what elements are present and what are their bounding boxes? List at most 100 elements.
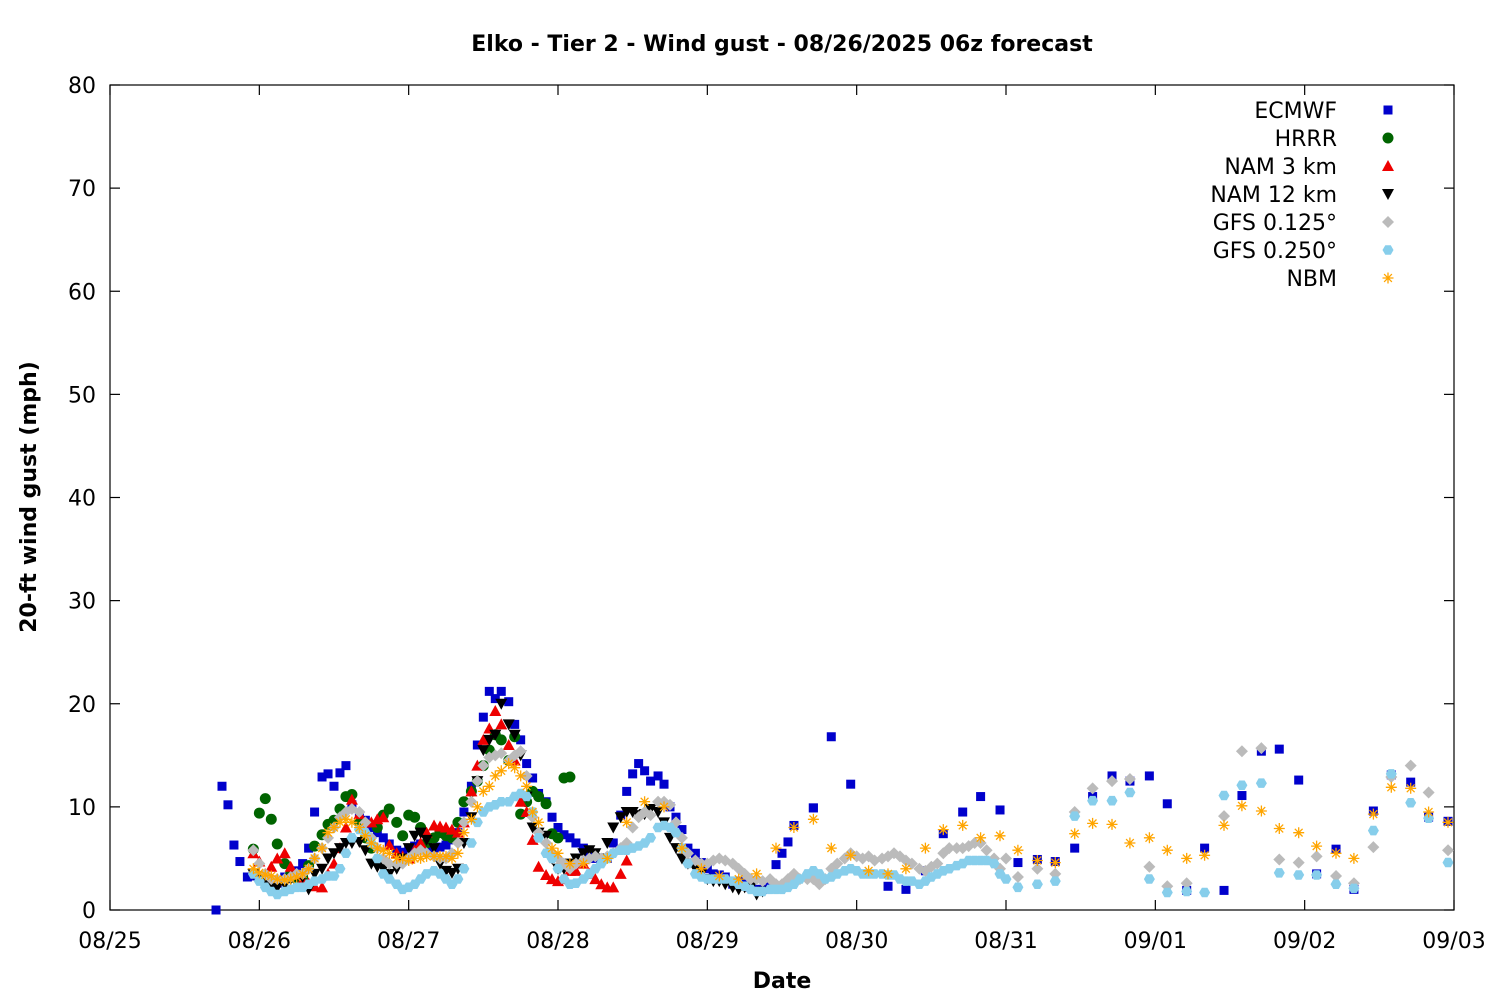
data-point (409, 811, 421, 823)
data-point (359, 830, 371, 842)
data-point (1423, 806, 1435, 818)
data-point (279, 858, 291, 870)
data-point (1000, 874, 1012, 884)
data-point (1273, 868, 1285, 878)
data-point (298, 859, 308, 869)
data-point (869, 869, 881, 879)
data-point (509, 762, 521, 774)
data-point (284, 860, 297, 872)
data-point (271, 882, 284, 894)
data-point (1106, 775, 1119, 788)
data-point (340, 848, 352, 858)
data-point (328, 822, 340, 833)
data-point (863, 865, 875, 877)
data-point (547, 812, 557, 822)
data-point (1069, 828, 1081, 840)
data-point (1348, 883, 1360, 894)
data-point (607, 822, 620, 834)
legend-marker (1382, 189, 1394, 200)
data-point (1367, 841, 1380, 854)
data-point (1070, 843, 1080, 853)
data-point (845, 849, 857, 861)
data-point (1367, 808, 1379, 820)
data-point (1330, 879, 1342, 889)
data-point (458, 864, 470, 874)
data-point (601, 852, 613, 864)
data-point (1031, 862, 1044, 875)
data-point (958, 807, 968, 817)
data-point (1219, 885, 1229, 895)
data-point (514, 745, 527, 758)
data-point (1124, 787, 1136, 798)
data-point (1255, 778, 1267, 788)
data-point (995, 805, 1005, 815)
data-point (371, 853, 383, 864)
data-point (653, 771, 663, 781)
data-point (377, 811, 390, 823)
legend-marker (1383, 105, 1393, 115)
data-point (316, 842, 328, 854)
data-point (478, 712, 488, 722)
data-point (217, 781, 227, 791)
data-point (322, 827, 334, 839)
data-point (634, 759, 644, 769)
data-point (428, 850, 440, 862)
data-point (1406, 777, 1416, 787)
data-point (415, 852, 427, 864)
legend-label: NBM (1286, 267, 1337, 292)
data-point (900, 863, 912, 875)
data-point (1218, 810, 1231, 823)
data-point (628, 769, 638, 779)
data-point (614, 867, 627, 879)
data-point (608, 838, 618, 848)
data-point (435, 842, 445, 852)
data-point (883, 881, 893, 891)
data-point (1273, 853, 1286, 866)
data-point (316, 881, 329, 893)
data-point (489, 770, 501, 782)
data-point (1292, 856, 1305, 869)
data-point (341, 761, 351, 771)
data-point (771, 860, 781, 870)
data-point (1069, 811, 1081, 821)
data-point (553, 823, 563, 832)
data-point (484, 686, 494, 696)
data-point (317, 772, 327, 782)
data-point (690, 848, 700, 858)
data-point (514, 795, 527, 807)
data-point (328, 871, 340, 881)
data-point (825, 842, 837, 854)
data-point (988, 858, 1000, 869)
data-point (459, 807, 469, 817)
y-axis-label: 20-ft wind gust (mph) (17, 361, 42, 633)
data-points (211, 686, 1455, 915)
data-point (1143, 874, 1155, 884)
data-point (495, 747, 508, 760)
data-point (465, 838, 477, 848)
data-point (644, 809, 657, 822)
data-point (304, 843, 314, 853)
data-point (445, 823, 458, 835)
axis-ticks: 0 10 20 30 40 50 60 70 80 08/25 08/26 08/27 08/28 08/… (68, 74, 1486, 954)
data-point (515, 770, 527, 782)
data-point (646, 776, 656, 786)
data-point (552, 832, 564, 844)
data-point (546, 842, 558, 854)
x-tick-label: 08/27 (377, 929, 440, 954)
data-point (1442, 857, 1454, 868)
y-tick-label: 70 (68, 177, 96, 202)
data-point (377, 844, 389, 856)
data-point (383, 803, 395, 815)
y-tick-label: 40 (68, 487, 96, 512)
data-point (472, 740, 482, 750)
legend-marker (1382, 216, 1394, 228)
data-point (495, 734, 507, 746)
data-point (1236, 800, 1248, 812)
data-point (353, 822, 365, 833)
y-tick-label: 80 (68, 74, 96, 99)
data-point (247, 844, 260, 857)
data-point (919, 842, 931, 854)
data-point (471, 801, 483, 813)
data-point (976, 792, 986, 802)
data-point (279, 874, 291, 886)
